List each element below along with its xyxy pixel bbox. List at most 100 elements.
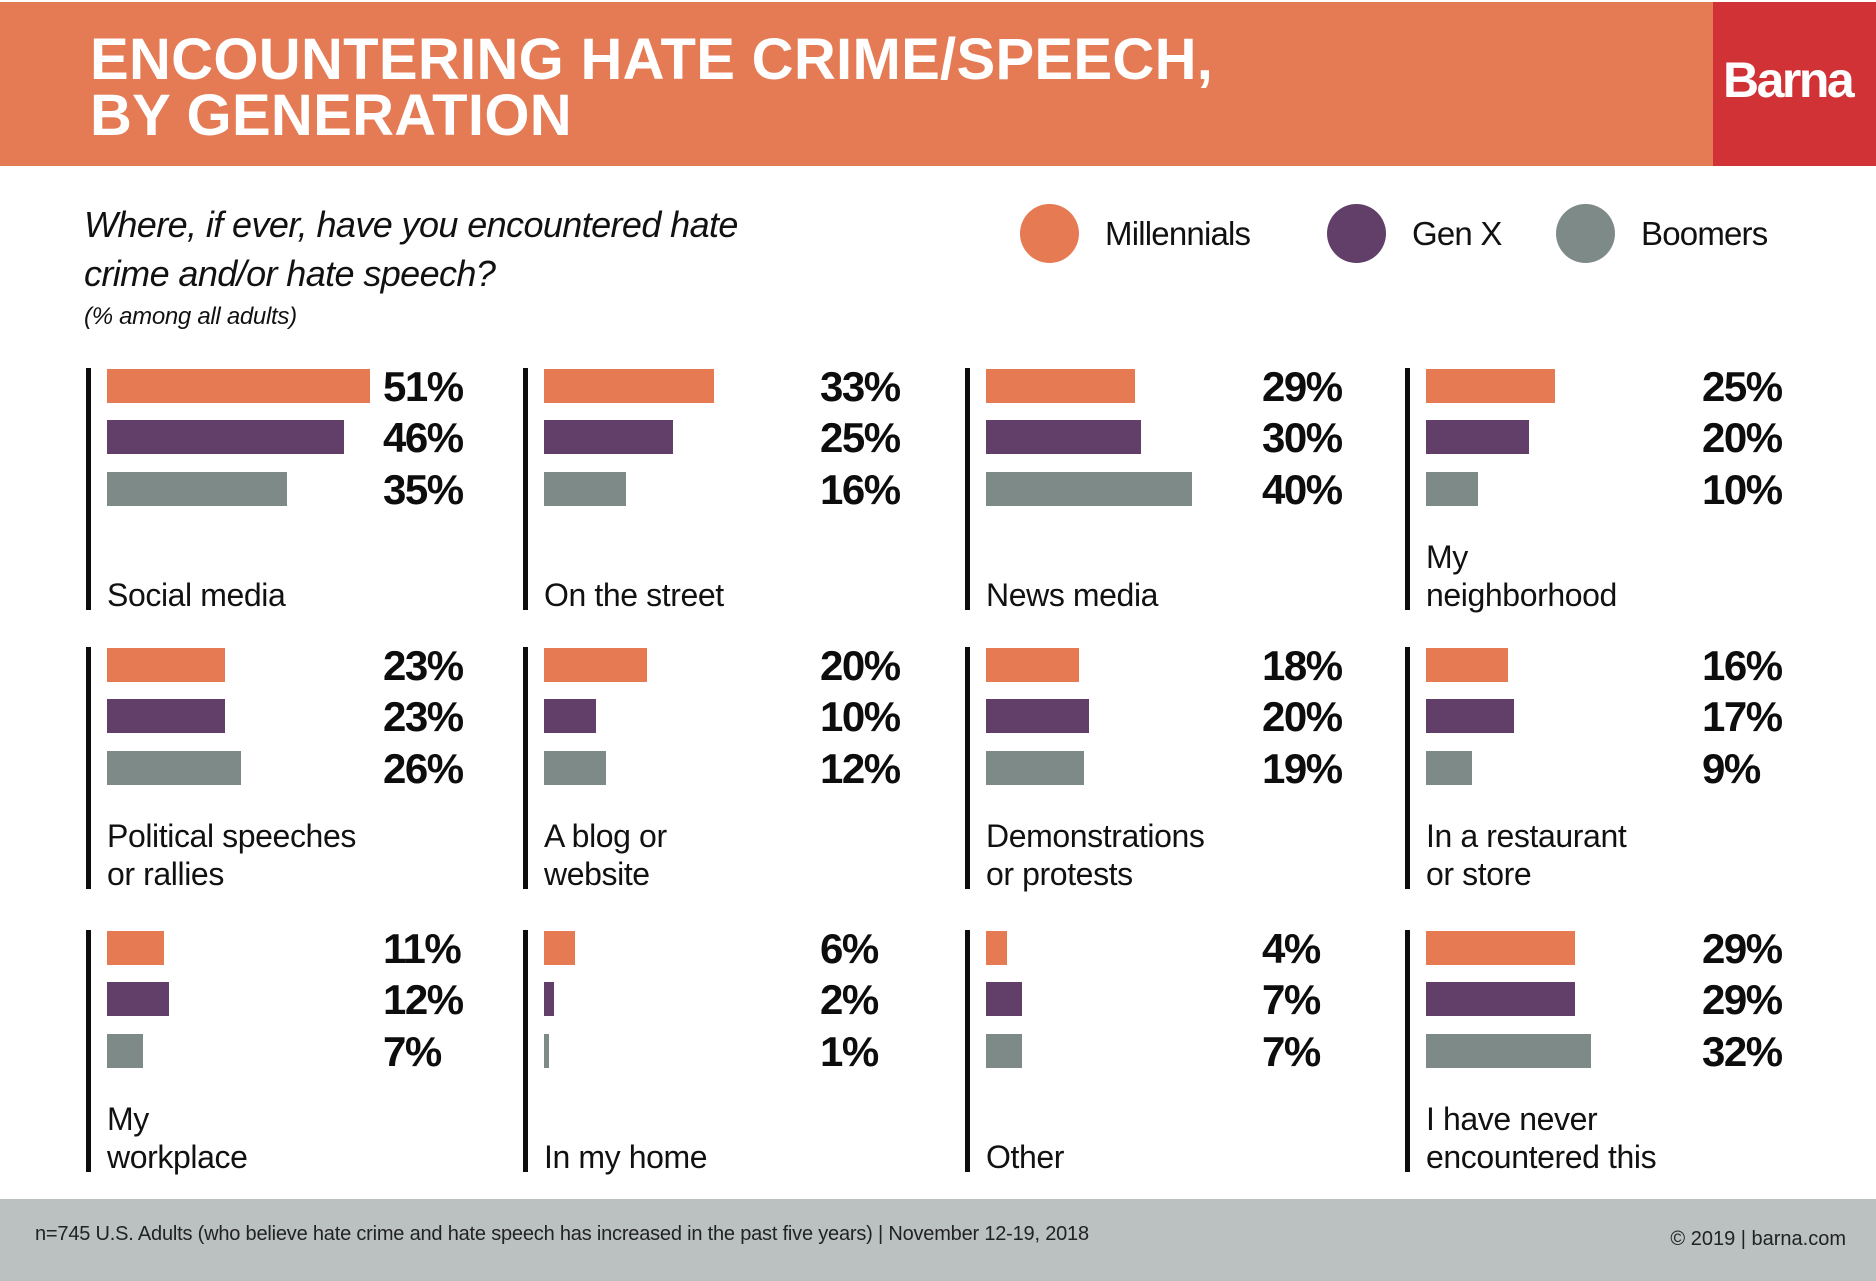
value-label-millennials: 6% [820,925,879,972]
bar-genx [1426,982,1576,1016]
bar-genx [1426,420,1529,454]
value-label-millennials: 4% [1262,925,1321,972]
value-label-boomers: 32% [1702,1028,1783,1075]
bar-millennials [107,648,226,682]
value-label-genx: 25% [820,414,901,461]
value-label-boomers: 7% [383,1028,442,1075]
value-label-genx: 17% [1702,693,1783,740]
panel-i-have-never-encountered-this: 29% 29% 32% I have never encountered this [1405,925,1825,1175]
panel-divider [86,647,91,889]
bar-boomers [986,1034,1023,1068]
category-label: A blog or website [544,818,667,892]
header-banner: ENCOUNTERING HATE CRIME/SPEECH, BY GENER… [0,2,1713,166]
legend-swatch-millennials [1020,204,1079,263]
category-label: In a restaurant or store [1426,818,1627,892]
panel-divider [86,368,91,610]
category-label: My neighborhood [1426,539,1617,613]
bar-genx [107,982,169,1016]
category-label: My workplace [107,1101,248,1175]
value-label-millennials: 29% [1702,925,1783,972]
bar-boomers [544,1034,550,1068]
bar-boomers [107,751,241,785]
bar-boomers [986,751,1084,785]
bar-millennials [986,648,1079,682]
legend-label-boomers: Boomers [1641,215,1768,252]
bar-genx [544,699,596,733]
value-label-millennials: 11% [383,925,462,972]
copyright: © 2019 | barna.com [1670,1228,1846,1250]
value-label-millennials: 23% [383,642,464,689]
panel-on-the-street: 33% 25% 16% On the street [523,363,943,613]
value-label-millennials: 16% [1702,642,1783,689]
value-label-millennials: 25% [1702,363,1783,410]
bar-boomers [1426,751,1473,785]
value-label-millennials: 18% [1262,642,1343,689]
panel-divider [523,647,528,889]
value-label-genx: 46% [383,414,464,461]
footer: n=745 U.S. Adults (who believe hate crim… [0,1199,1876,1281]
panel-divider [86,930,91,1172]
bar-genx [544,420,673,454]
value-label-boomers: 7% [1262,1028,1321,1075]
value-label-genx: 23% [383,693,464,740]
value-label-genx: 20% [1702,414,1783,461]
sample-note: n=745 U.S. Adults (who believe hate crim… [35,1223,1089,1245]
panel-political-speeches-or-rallies: 23% 23% 26% Political speeches or rallies [86,642,506,892]
panel-other: 4% 7% 7% Other [965,925,1385,1175]
value-label-genx: 20% [1262,693,1343,740]
category-label: News media [986,577,1159,613]
brand-block: Barna [1713,2,1876,166]
bar-millennials [1426,648,1509,682]
value-label-boomers: 1% [820,1028,879,1075]
panel-news-media: 29% 30% 40% News media [965,363,1385,613]
bar-boomers [544,751,606,785]
value-label-millennials: 33% [820,363,901,410]
chart-title: ENCOUNTERING HATE CRIME/SPEECH, BY GENER… [90,27,1214,148]
value-label-millennials: 51% [383,363,464,410]
bar-millennials [107,369,370,403]
panel-divider [1405,368,1410,610]
panel-my-neighborhood: 25% 20% 10% My neighborhood [1405,363,1825,613]
panel-divider [1405,930,1410,1172]
bar-millennials [986,931,1007,965]
value-label-genx: 29% [1702,976,1783,1023]
bar-genx [1426,699,1514,733]
bar-boomers [107,472,288,506]
bar-boomers [107,1034,144,1068]
panel-divider [523,368,528,610]
panel-my-workplace: 11% 12% 7% My workplace [86,925,506,1175]
value-label-genx: 12% [383,976,464,1023]
category-label: Other [986,1139,1065,1175]
value-label-genx: 7% [1262,976,1321,1023]
panel-divider [965,368,970,610]
bar-genx [986,699,1089,733]
legend-swatch-boomers [1556,204,1615,263]
bar-boomers [1426,1034,1591,1068]
value-label-boomers: 19% [1262,745,1343,792]
value-label-millennials: 29% [1262,363,1343,410]
bar-millennials [544,369,714,403]
bar-millennials [1426,931,1576,965]
bar-boomers [1426,472,1478,506]
panel-divider [965,647,970,889]
value-label-boomers: 9% [1702,745,1761,792]
value-label-genx: 30% [1262,414,1343,461]
panel-social-media: 51% 46% 35% Social media [86,363,506,613]
value-label-boomers: 10% [1702,466,1783,513]
bar-genx [107,420,344,454]
survey-question: Where, if ever, have you encountered hat… [84,204,738,294]
bar-boomers [986,472,1192,506]
category-label: I have never encountered this [1426,1101,1657,1175]
value-label-boomers: 26% [383,745,464,792]
legend-label-millennials: Millennials [1105,215,1251,252]
value-label-boomers: 35% [383,466,464,513]
panel-divider [965,930,970,1172]
barna-logo: Barna [1723,52,1855,108]
question-note: (% among all adults) [84,303,297,330]
bar-millennials [1426,369,1555,403]
bar-millennials [544,648,647,682]
value-label-boomers: 40% [1262,466,1343,513]
bar-millennials [544,931,575,965]
bar-millennials [107,931,164,965]
category-label: Political speeches or rallies [107,818,356,892]
